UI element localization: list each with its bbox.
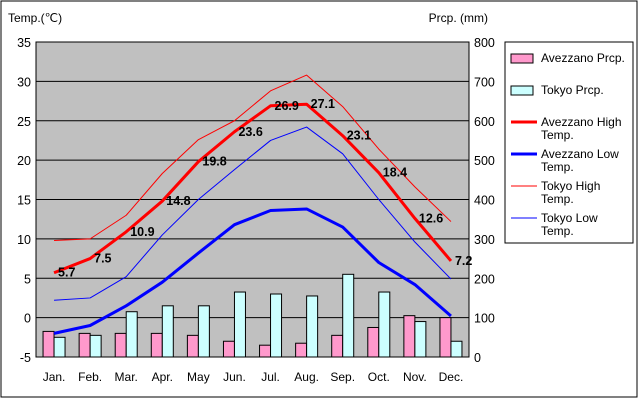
legend-label: Avezzano Prcp. bbox=[541, 51, 625, 65]
bar bbox=[342, 273, 355, 358]
left-tick-label: 15 bbox=[17, 194, 31, 208]
x-tick-label: Dec. bbox=[439, 370, 464, 384]
legend-label: Tokyo Low Temp. bbox=[541, 211, 598, 238]
bar bbox=[295, 342, 308, 358]
right-tick-label: 200 bbox=[474, 272, 495, 286]
series-line bbox=[53, 102, 453, 275]
gridlines bbox=[36, 80, 469, 319]
right-tick-label: 100 bbox=[474, 312, 495, 326]
right-tick-label: 0 bbox=[474, 351, 481, 365]
bar bbox=[439, 317, 452, 358]
left-tick-label: -5 bbox=[20, 351, 31, 365]
bar bbox=[450, 340, 463, 358]
bar bbox=[306, 295, 319, 358]
left-axis-label: Temp.(℃) bbox=[8, 11, 62, 25]
series-line bbox=[53, 207, 452, 335]
left-tick-label: 0 bbox=[24, 312, 31, 326]
right-tick-label: 600 bbox=[474, 115, 495, 129]
x-tick-label: May bbox=[187, 370, 210, 384]
legend-label: Avezzano High Temp. bbox=[541, 115, 622, 142]
legend-swatch bbox=[510, 85, 534, 96]
bar bbox=[378, 291, 391, 358]
bar bbox=[270, 293, 283, 358]
right-tick-label: 500 bbox=[474, 154, 495, 168]
x-tick-label: Mar. bbox=[115, 370, 138, 384]
data-label: 5.7 bbox=[58, 266, 75, 280]
bar bbox=[233, 291, 246, 358]
series-line bbox=[54, 126, 452, 301]
legend-label: Tokyo High Temp. bbox=[541, 179, 600, 206]
right-tick-label: 700 bbox=[474, 75, 495, 89]
right-axis-label: Prcp. (mm) bbox=[429, 11, 488, 25]
right-tick-label: 300 bbox=[474, 233, 495, 247]
left-tick-label: 5 bbox=[24, 272, 31, 286]
left-tick-label: 35 bbox=[17, 36, 31, 50]
data-label: 27.1 bbox=[311, 97, 335, 111]
bar bbox=[114, 332, 127, 358]
bar bbox=[259, 344, 272, 358]
left-tick-label: 25 bbox=[17, 115, 31, 129]
data-label: 10.9 bbox=[130, 225, 154, 239]
left-axis-ticks: -5 0 5 10 15 20 25 30 35 bbox=[17, 36, 31, 365]
x-tick-label: Nov. bbox=[403, 370, 427, 384]
bar bbox=[89, 334, 102, 358]
data-label: 7.5 bbox=[94, 252, 111, 266]
left-tick-label: 10 bbox=[17, 233, 31, 247]
bar bbox=[403, 315, 416, 358]
x-axis-ticks: Jan. Feb. Mar. Apr. May Jun. Jul. Aug. Sep. Oct. N… bbox=[43, 370, 464, 384]
series-line bbox=[54, 74, 452, 241]
precipitation-bars bbox=[42, 273, 463, 358]
data-label: 7.2 bbox=[455, 254, 472, 268]
bar bbox=[367, 326, 380, 358]
bar bbox=[186, 334, 199, 358]
bar bbox=[197, 305, 210, 358]
x-tick-label: Aug. bbox=[294, 370, 319, 384]
legend-label: Tokyo Prcp. bbox=[541, 83, 604, 97]
bar bbox=[331, 334, 344, 358]
data-label: 18.4 bbox=[383, 166, 407, 180]
right-tick-label: 800 bbox=[474, 36, 495, 50]
bar bbox=[414, 321, 427, 358]
bar bbox=[222, 340, 235, 358]
legend-label: Avezzano Low Temp. bbox=[541, 147, 619, 174]
x-tick-label: Jan. bbox=[43, 370, 66, 384]
x-tick-label: Jun. bbox=[223, 370, 246, 384]
data-label: 12.6 bbox=[419, 211, 443, 225]
data-label: 19.8 bbox=[202, 155, 226, 169]
x-tick-label: Jul. bbox=[261, 370, 280, 384]
data-label: 23.1 bbox=[347, 129, 371, 143]
bar bbox=[78, 332, 91, 358]
right-tick-label: 400 bbox=[474, 194, 495, 208]
temperature-lines bbox=[53, 74, 453, 335]
left-tick-label: 20 bbox=[17, 154, 31, 168]
bar bbox=[150, 332, 163, 358]
data-labels: 5.7 7.5 10.9 14.8 19.8 23.6 26.9 27.1 23.1 18.4 12… bbox=[58, 97, 472, 280]
data-label: 26.9 bbox=[275, 99, 299, 113]
legend: Avezzano Prcp. Tokyo Prcp. Avezzano High Te… bbox=[504, 41, 634, 244]
x-tick-label: Feb. bbox=[78, 370, 102, 384]
legend-box bbox=[504, 41, 634, 244]
data-label: 23.6 bbox=[238, 125, 262, 139]
bar bbox=[42, 330, 55, 358]
x-tick-label: Apr. bbox=[152, 370, 173, 384]
right-axis-ticks: 0 100 200 300 400 500 600 700 800 bbox=[474, 36, 495, 365]
bar bbox=[53, 336, 66, 358]
x-tick-label: Sep. bbox=[330, 370, 355, 384]
bar bbox=[125, 311, 138, 358]
data-label: 14.8 bbox=[166, 194, 190, 208]
bar bbox=[161, 305, 174, 358]
legend-swatch bbox=[510, 53, 534, 64]
left-tick-label: 30 bbox=[17, 75, 31, 89]
x-tick-label: Oct. bbox=[368, 370, 390, 384]
